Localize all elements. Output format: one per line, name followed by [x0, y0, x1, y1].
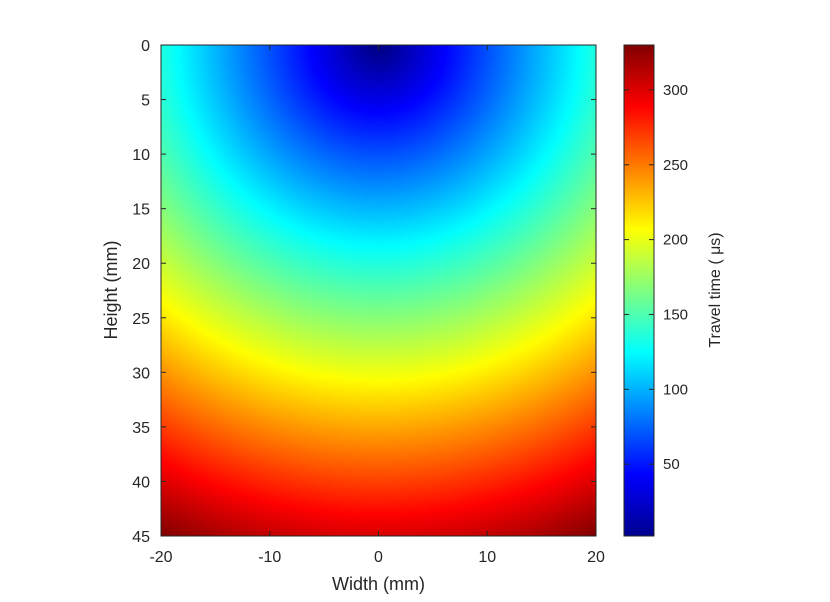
- colorbar-scale: [624, 45, 654, 536]
- y-tick-label: 5: [141, 93, 150, 110]
- colorbar-tick-label: 100: [663, 381, 688, 398]
- y-axis-label: Height (mm): [101, 240, 121, 339]
- colorbar-frame: [623, 44, 655, 537]
- heatmap-image: [161, 45, 596, 536]
- plot-area: [160, 44, 597, 537]
- y-tick-label: 0: [141, 38, 150, 55]
- y-tick-label: 40: [132, 474, 150, 491]
- y-tick-label: 25: [132, 311, 150, 328]
- colorbar-ticks: 50 100 150 200 250 300: [624, 82, 688, 473]
- y-tick-label: 35: [132, 420, 150, 437]
- y-tick-label: 10: [132, 147, 150, 164]
- x-tick-label: 0: [374, 549, 383, 566]
- y-axis-ticks: 0 5 10 15 20 25 30 35 40 45: [132, 38, 596, 546]
- x-axis-ticks: -20 -10 0 10 20: [149, 45, 605, 566]
- colorbar-tick-label: 150: [663, 306, 688, 323]
- colorbar-tick-label: 50: [663, 456, 680, 473]
- y-tick-label: 45: [132, 529, 150, 546]
- colorbar-tick-label: 200: [663, 232, 688, 249]
- colorbar-label: Travel time ( μs): [707, 232, 724, 347]
- colorbar: 50 100 150 200 250 300 Travel time ( μs): [623, 44, 724, 537]
- x-tick-label: 10: [478, 549, 496, 566]
- y-tick-label: 20: [132, 256, 150, 273]
- x-tick-label: -20: [149, 549, 172, 566]
- x-tick-label: -10: [258, 549, 281, 566]
- colorbar-tick-label: 250: [663, 157, 688, 174]
- y-tick-label: 30: [132, 365, 150, 382]
- colorbar-tick-label: 300: [663, 82, 688, 99]
- x-tick-label: 20: [587, 549, 605, 566]
- y-tick-label: 15: [132, 202, 150, 219]
- x-axis-label: Width (mm): [332, 574, 425, 594]
